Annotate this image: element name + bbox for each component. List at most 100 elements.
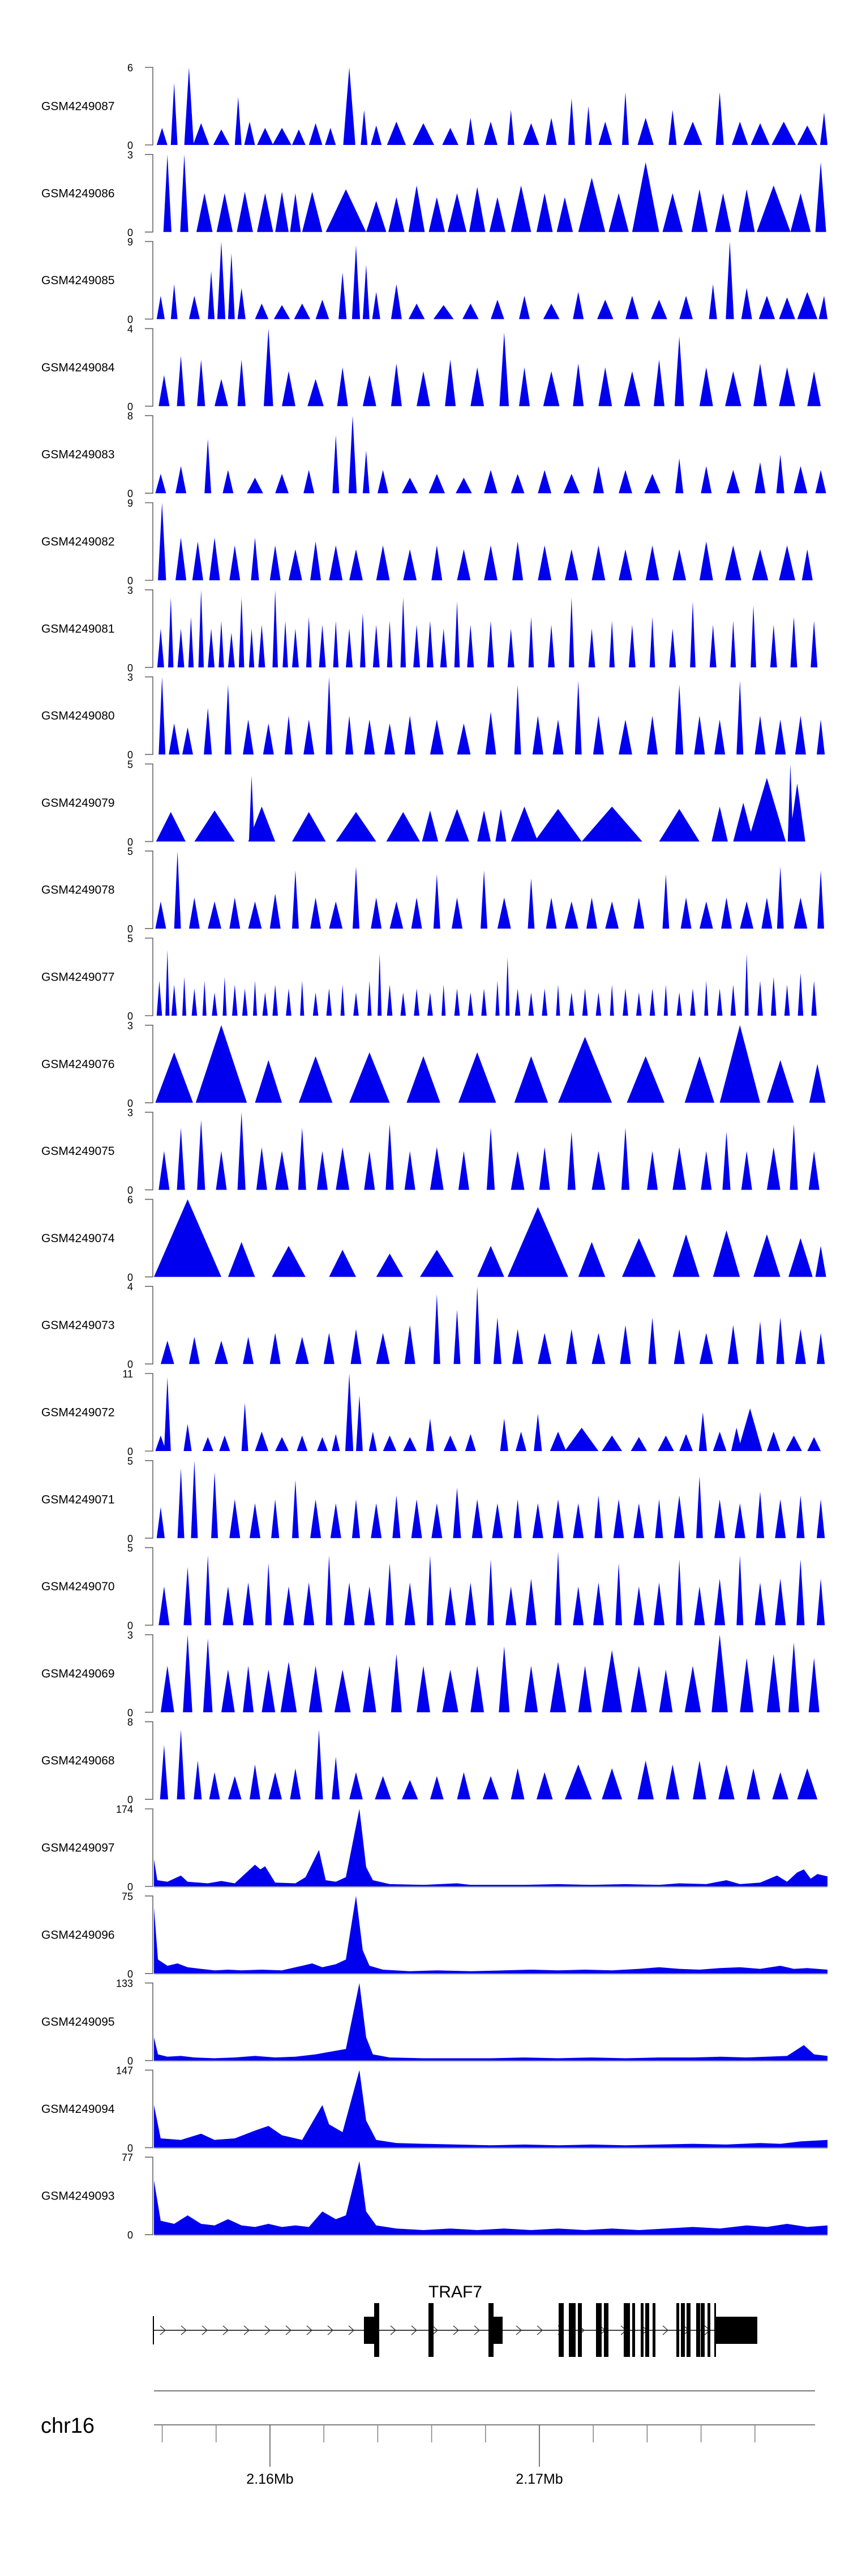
exon-tall [701, 2303, 705, 2357]
coverage-area [156, 949, 817, 1016]
y-axis-max-label: 5 [127, 759, 133, 770]
strand-arrow-icon [285, 2325, 291, 2335]
y-axis [145, 1547, 153, 1626]
exon-tall [559, 2303, 564, 2357]
exon-tall [428, 2303, 434, 2357]
y-axis-min-label: 0 [127, 1359, 133, 1370]
track-label: GSM4249074 [41, 1232, 115, 1245]
track-GSM4249087: GSM4249087 6 0 [41, 62, 827, 151]
gene-model-track: TRAF7 [153, 2283, 757, 2357]
strand-arrow-icon [662, 2325, 668, 2335]
exon-tall [653, 2303, 655, 2357]
exon-mid [364, 2317, 374, 2344]
y-axis-max-label: 3 [127, 149, 133, 161]
coverage-area [156, 1460, 825, 1538]
y-axis-min-label: 0 [127, 1533, 133, 1544]
y-axis-max-label: 5 [127, 1456, 133, 1467]
coverage-area [154, 2161, 827, 2235]
track-label: GSM4249084 [41, 361, 115, 374]
exon-tall [696, 2303, 700, 2357]
track-GSM4249073: GSM4249073 4 0 [41, 1281, 825, 1370]
coverage-area [154, 1809, 827, 1886]
y-axis-max-label: 133 [116, 1978, 133, 1989]
exon-tall [641, 2303, 644, 2357]
track-GSM4249075: GSM4249075 3 0 [41, 1107, 820, 1196]
coverage-area [156, 764, 805, 842]
y-axis-min-label: 0 [127, 750, 133, 761]
track-GSM4249079: GSM4249079 5 0 [41, 759, 805, 848]
track-GSM4249071: GSM4249071 5 0 [41, 1456, 825, 1544]
strand-arrow-icon [516, 2325, 522, 2335]
y-axis-max-label: 3 [127, 585, 133, 596]
coverage-area [155, 1373, 821, 1451]
exon-tall [374, 2303, 379, 2357]
y-axis-min-label: 0 [127, 401, 133, 412]
strand-arrow-icon [306, 2325, 312, 2335]
strand-arrow-icon [181, 2325, 187, 2335]
y-axis-min-label: 0 [127, 2056, 133, 2067]
track-GSM4249081: GSM4249081 3 0 [41, 585, 818, 674]
strand-arrow-icon [201, 2325, 208, 2335]
track-GSM4249095: GSM4249095 133 0 [41, 1978, 827, 2067]
track-label: GSM4249094 [41, 2103, 115, 2116]
y-axis-max-label: 77 [122, 2152, 133, 2163]
exon-tall [714, 2303, 716, 2357]
track-label: GSM4249080 [41, 709, 115, 722]
track-label: GSM4249068 [41, 1755, 115, 1768]
strand-arrow-icon [348, 2325, 354, 2335]
y-axis [145, 154, 153, 233]
exon-tall [596, 2303, 602, 2357]
y-axis-max-label: 5 [127, 846, 133, 857]
y-axis-min-label: 0 [127, 140, 133, 151]
track-label: GSM4249081 [41, 622, 115, 635]
track-GSM4249070: GSM4249070 5 0 [41, 1543, 825, 1632]
track-label: GSM4249097 [41, 1842, 115, 1855]
coverage-area [158, 328, 821, 406]
y-axis-min-label: 0 [127, 314, 133, 326]
y-axis-max-label: 3 [127, 1020, 133, 1032]
track-label: GSM4249095 [41, 2016, 115, 2029]
track-GSM4249082: GSM4249082 9 0 [41, 498, 813, 587]
y-axis [145, 67, 153, 146]
y-axis [145, 1634, 153, 1713]
track-label: GSM4249075 [41, 1145, 115, 1158]
track-label: GSM4249077 [41, 971, 115, 984]
track-label: GSM4249093 [41, 2190, 115, 2203]
coverage-area [163, 154, 826, 232]
track-label: GSM4249072 [41, 1406, 115, 1419]
y-axis-max-label: 174 [116, 1804, 133, 1815]
coverage-area [154, 2070, 827, 2148]
strand-arrow-icon [222, 2325, 229, 2335]
ruler-tick-label: 2.16Mb [246, 2471, 293, 2487]
coverage-area [158, 1551, 825, 1625]
y-axis-max-label: 4 [127, 1281, 133, 1293]
y-axis-min-label: 0 [127, 1881, 133, 1893]
track-label: GSM4249073 [41, 1319, 115, 1332]
y-axis [145, 938, 153, 1016]
y-axis-max-label: 9 [127, 498, 133, 509]
strand-arrow-icon [537, 2325, 543, 2335]
coverage-area [160, 1286, 825, 1364]
track-GSM4249076: GSM4249076 3 0 [41, 1020, 826, 1109]
exon-tall [624, 2303, 630, 2357]
y-axis-max-label: 5 [127, 1543, 133, 1554]
exon-tall [578, 2303, 582, 2357]
y-axis [145, 676, 153, 755]
y-axis-max-label: 9 [127, 237, 133, 248]
coverage-area [158, 1112, 820, 1190]
track-GSM4249083: GSM4249083 8 0 [41, 410, 826, 499]
strand-arrow-icon [474, 2325, 480, 2335]
track-label: GSM4249087 [41, 100, 115, 113]
track-GSM4249096: GSM4249096 75 0 [41, 1891, 827, 1980]
y-axis-min-label: 0 [127, 2142, 133, 2154]
exon-tall [645, 2303, 649, 2357]
y-axis [145, 2156, 153, 2235]
y-axis [145, 1895, 153, 1974]
coverage-area [155, 1025, 826, 1103]
track-GSM4249084: GSM4249084 4 0 [41, 323, 821, 412]
exon-tall [707, 2303, 710, 2357]
coverage-area [156, 67, 827, 145]
y-axis [145, 1286, 153, 1364]
track-GSM4249093: GSM4249093 77 0 [41, 2152, 827, 2241]
strand-arrow-icon [432, 2325, 438, 2335]
